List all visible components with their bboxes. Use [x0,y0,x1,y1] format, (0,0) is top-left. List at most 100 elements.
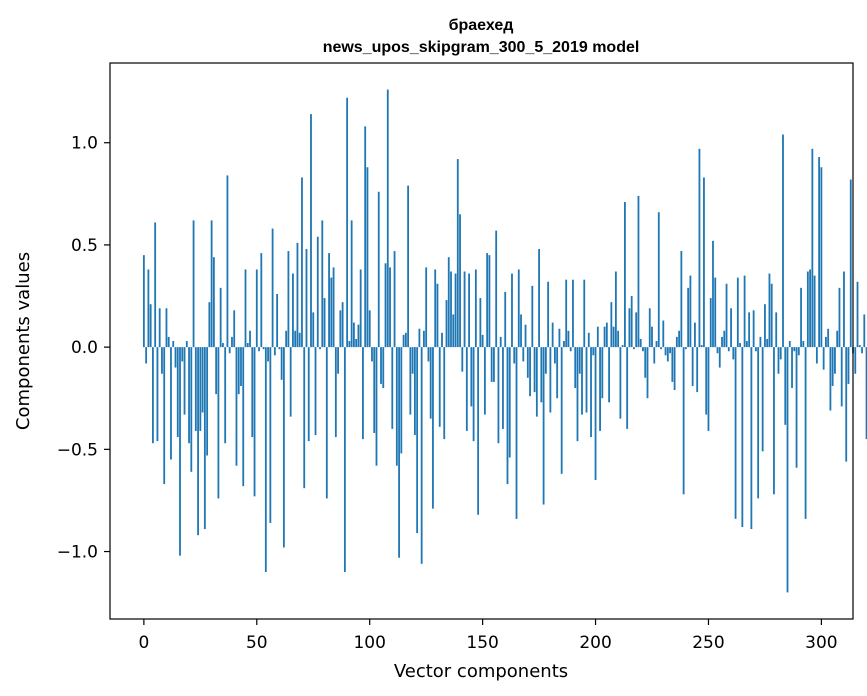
bar-0 [142,255,145,348]
bar-159 [502,347,504,429]
bar-11 [167,336,170,348]
bar-187 [565,279,568,348]
bar-210 [617,330,620,348]
plot-area [109,62,867,620]
bar-125 [425,267,428,348]
bar-308 [838,287,841,348]
bar-68 [296,242,299,348]
bar-222 [644,347,647,378]
bar-298 [815,347,818,364]
bar-234 [671,347,674,382]
bar-302 [825,336,827,348]
bar-290 [797,347,800,356]
bar-71 [303,347,306,489]
bar-132 [441,332,443,348]
bar-216 [630,296,633,348]
bar-310 [843,271,845,348]
bar-309 [840,347,843,407]
bar-70 [301,177,303,348]
bar-105 [380,347,382,384]
bar-130 [436,283,439,348]
x-tick-label: 200 [579,633,611,653]
axes-frame [109,62,854,620]
bar-39 [231,336,233,348]
bar-160 [504,291,507,348]
bar-152 [486,253,489,348]
bar-86 [337,347,339,374]
bar-271 [754,347,757,352]
bar-219 [637,195,640,348]
bar-156 [495,230,498,348]
bar-288 [793,347,796,352]
bar-14 [174,347,177,368]
bar-278 [770,283,773,348]
bar-224 [648,308,651,348]
bar-201 [596,326,599,348]
bar-261 [732,347,735,360]
bar-148 [477,347,480,515]
bar-213 [624,202,626,348]
bar-297 [813,275,816,348]
bar-205 [605,322,608,348]
bar-306 [834,347,836,374]
bar-223 [646,347,649,399]
bar-254 [716,347,719,354]
bar-250 [707,347,710,431]
bar-249 [705,347,708,415]
bar-82 [328,253,330,348]
bar-318 [861,347,863,354]
bar-46 [246,343,249,348]
bar-192 [576,347,579,442]
bar-218 [635,312,638,348]
bar-62 [282,347,285,548]
bar-295 [809,269,811,348]
bar-258 [725,283,728,348]
bar-188 [567,330,570,348]
bar-256 [721,336,723,348]
bar-183 [556,347,559,399]
bar-215 [628,308,631,348]
bar-6 [156,347,159,442]
bar-237 [678,330,681,348]
bar-266 [743,275,746,348]
bar-276 [766,338,769,348]
bar-123 [420,347,423,564]
bar-83 [330,277,333,348]
bar-77 [316,236,319,348]
bar-69 [298,332,301,348]
bar-110 [391,347,394,429]
bar-242 [689,275,692,348]
bar-78 [319,347,321,350]
bar-251 [709,298,712,348]
bar-43 [240,347,242,386]
bar-244 [694,322,696,348]
bar-99 [366,167,369,348]
bar-264 [739,343,741,348]
bar-121 [416,347,419,534]
bar-5 [154,222,157,348]
bar-289 [795,347,798,468]
bar-66 [292,273,294,348]
bar-225 [651,326,653,348]
bar-189 [569,347,572,352]
bar-294 [806,271,809,348]
bar-107 [384,263,387,348]
bar-182 [553,347,556,364]
bar-275 [764,304,766,348]
bar-168 [522,347,525,362]
bar-303 [827,328,830,348]
bar-154 [490,347,493,382]
bar-80 [323,298,326,348]
bar-16 [179,347,181,556]
x-tick-label: 100 [353,633,385,653]
bar-36 [224,347,227,444]
x-axis-label: Vector components [394,661,568,682]
bar-114 [400,347,403,454]
bar-57 [271,228,274,348]
bar-198 [590,347,592,438]
bar-229 [660,347,662,350]
bar-209 [614,271,617,348]
bar-269 [750,347,753,530]
bar-312 [847,347,850,384]
bar-52 [260,253,263,348]
